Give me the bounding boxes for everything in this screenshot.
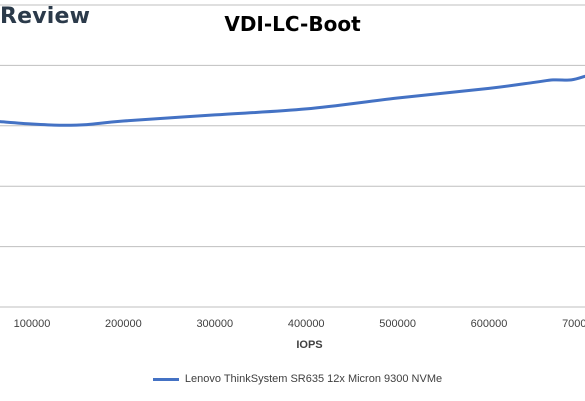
x-tick-label: 100000 xyxy=(14,318,51,330)
x-tick-label: 600000 xyxy=(471,318,508,330)
legend: Lenovo ThinkSystem SR635 12x Micron 9300… xyxy=(0,373,585,385)
x-tick-label: 400000 xyxy=(288,318,325,330)
x-tick-label: 500000 xyxy=(379,318,416,330)
x-tick-label: 700000 xyxy=(562,318,585,330)
gridlines xyxy=(0,4,585,308)
x-tick-labels: 100000 200000 300000 400000 500000 600000 7000… xyxy=(14,318,585,330)
legend-label: Lenovo ThinkSystem SR635 12x Micron 9300… xyxy=(184,373,443,385)
x-axis-title: IOPS xyxy=(296,339,322,351)
legend-swatch xyxy=(152,377,179,381)
brand-logo-text: Review xyxy=(0,4,91,29)
series-line xyxy=(0,74,585,127)
chart-title: VDI-LC-Boot xyxy=(224,12,361,36)
series-lines xyxy=(0,74,585,127)
x-tick-label: 300000 xyxy=(196,318,233,330)
x-tick-label: 200000 xyxy=(105,318,142,330)
